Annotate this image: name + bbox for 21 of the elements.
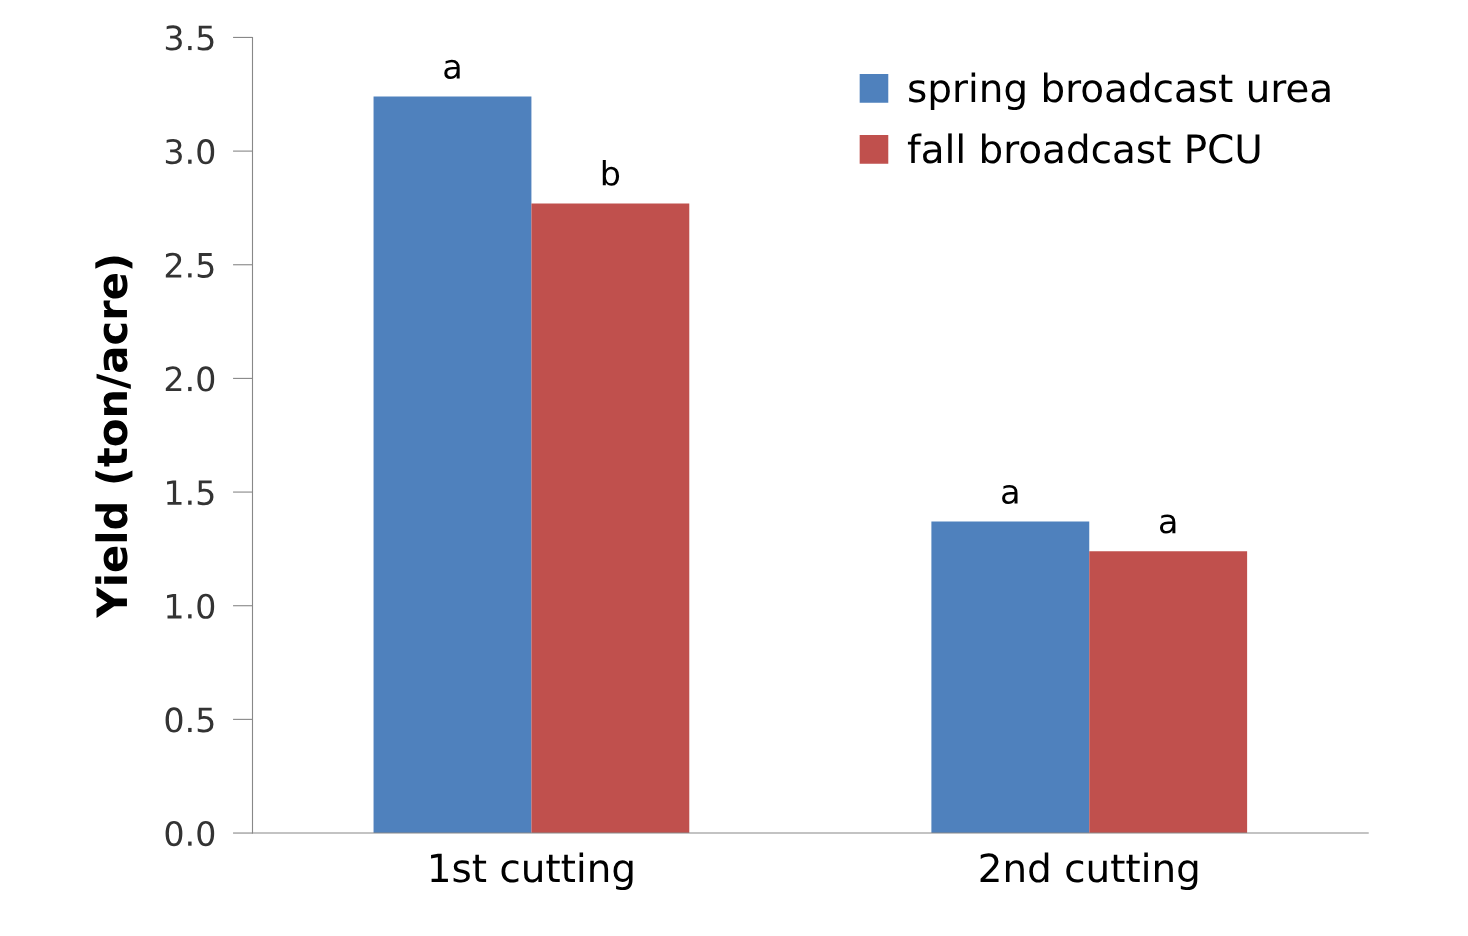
legend-label: spring broadcast urea [909,72,1330,111]
x-tick-label: 2nd cutting [980,852,1198,891]
y-tick-label: 0.0 [165,820,215,847]
bar [373,96,532,834]
annotation: a [1002,484,1018,505]
annotation: b [602,160,620,186]
legend-label: fall broadcast PCU [907,133,1260,164]
bar [1089,551,1248,834]
y-tick-label: 0.5 [165,707,214,733]
y-tick-label: 2.5 [165,252,214,278]
x-tick-label: 1st cutting [431,852,633,891]
y-tick-label: 2.0 [165,366,215,392]
annotation: a [444,59,460,79]
bar [531,203,690,834]
y-tick-label: 1.5 [167,480,214,506]
y-tick-label: 3.5 [165,25,214,51]
y-tick-label: 3.0 [165,139,215,165]
bar [931,521,1090,834]
y-axis-title: Yield (ton/acre) [95,256,133,618]
y-tick-label: 1.0 [167,593,215,619]
annotation: a [1159,514,1176,534]
